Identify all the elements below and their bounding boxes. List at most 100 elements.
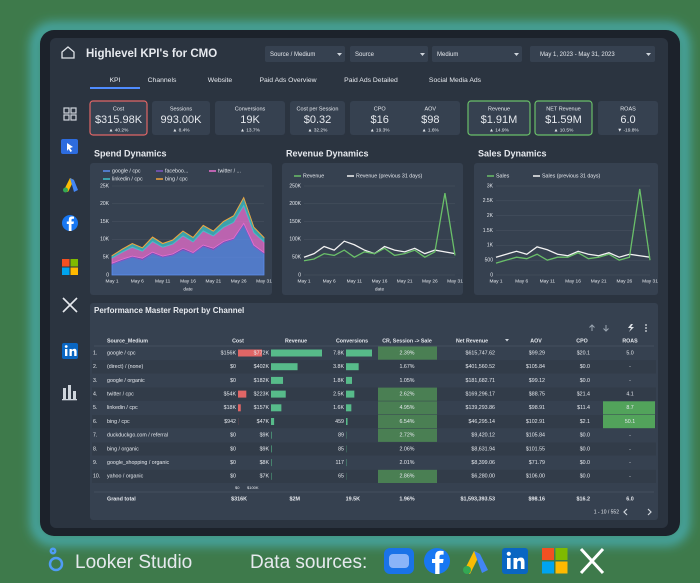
row-number: 6. — [93, 419, 97, 425]
line — [303, 240, 456, 258]
cell-bar — [346, 418, 348, 425]
facebook-icon[interactable] — [62, 215, 78, 231]
filter-box[interactable] — [350, 46, 428, 62]
footer — [48, 547, 605, 575]
filter-label: Source — [355, 52, 375, 58]
cell: $71.79 — [529, 460, 545, 466]
bar-chart-icon[interactable] — [62, 385, 77, 401]
source-medium: linkedin / cpc — [107, 405, 138, 411]
sort-up[interactable] — [589, 324, 595, 331]
grand-total-cell: $316K — [231, 496, 247, 502]
cell: $182K — [254, 378, 270, 384]
legend-label: Sales (previous 31 days) — [542, 173, 601, 179]
kpi-change: ▲ 13.7% — [240, 127, 260, 133]
column-header[interactable]: Net Revenue — [456, 338, 488, 344]
cell: 4.95% — [399, 405, 414, 411]
kpi-label: Sessions — [170, 106, 193, 112]
kpi-card — [152, 101, 210, 135]
menu-icon[interactable] — [645, 324, 647, 332]
x-tick-label: May 6 — [515, 278, 528, 284]
sort-down[interactable] — [603, 325, 609, 332]
column-header[interactable]: CPO — [576, 338, 587, 344]
y-tick-label: 15K — [100, 219, 110, 225]
filter-box[interactable] — [265, 46, 345, 62]
tab[interactable]: Paid Ads Detailed — [344, 77, 398, 84]
linkedin-icon[interactable] — [62, 343, 78, 359]
cell: $99.29 — [529, 350, 545, 356]
kpi-value: 19K — [240, 114, 260, 126]
y-tick-label: 2K — [487, 213, 494, 219]
grid-icon[interactable] — [63, 107, 77, 121]
column-header[interactable]: CR, Session -> Sale — [382, 338, 432, 344]
report-icon[interactable] — [61, 139, 78, 154]
date-box[interactable] — [530, 46, 655, 62]
table-toolbar — [589, 324, 647, 332]
home-icon[interactable] — [61, 46, 75, 59]
row-number: 7. — [93, 433, 97, 439]
cell: $615,747.62 — [466, 350, 496, 356]
cell: $47K — [257, 419, 270, 425]
tab[interactable]: Paid Ads Overview — [259, 77, 316, 84]
tab[interactable]: Channels — [148, 77, 177, 84]
cell: $942 — [224, 419, 236, 425]
cell: 459 — [335, 419, 344, 425]
source-icon-looker — [384, 548, 414, 574]
kpi-label: AOV — [424, 106, 436, 112]
tab[interactable]: Website — [208, 77, 233, 84]
y-tick-label: 500 — [485, 257, 494, 263]
y-tick-label: 5K — [103, 255, 110, 261]
cell: $0.0 — [580, 474, 590, 480]
pager-arrows[interactable] — [623, 508, 652, 516]
column-header[interactable]: Source_Medium — [107, 338, 148, 344]
column-header[interactable]: Conversions — [336, 338, 368, 344]
grand-total-cell: 1.96% — [399, 496, 414, 502]
kpi-label: CPO — [374, 106, 387, 112]
x-tick-label: May 21 — [591, 278, 607, 284]
bar-scale-label: $100K — [247, 485, 259, 490]
filter-box[interactable] — [432, 46, 522, 62]
column-header[interactable]: Revenue — [285, 338, 307, 344]
x-tick-label: May 26 — [231, 278, 247, 284]
cell-bar — [271, 363, 298, 371]
kpi-change: ▲ 19.3% — [370, 127, 390, 133]
kpi-value: $98 — [421, 114, 439, 126]
sort-caret — [505, 339, 509, 342]
row-number: 3. — [93, 378, 97, 384]
cell: $54K — [224, 392, 237, 398]
tab[interactable]: KPI — [110, 77, 121, 84]
x-tick-label: May 11 — [155, 278, 171, 284]
sidebar — [61, 107, 78, 401]
tab[interactable]: Social Media Ads — [429, 77, 482, 84]
cell: $0.0 — [580, 433, 590, 439]
y-tick-label: 0 — [298, 272, 301, 278]
x-tick-label: May 21 — [205, 278, 221, 284]
cell-highlight — [378, 469, 437, 483]
row-number: 5. — [93, 405, 97, 411]
column-header[interactable]: ROAS — [622, 338, 638, 344]
x-icon[interactable] — [62, 297, 78, 313]
google-ads-icon[interactable] — [63, 178, 78, 193]
cell-bar — [346, 404, 352, 412]
cell: $9K — [260, 433, 270, 439]
cell: $0 — [230, 364, 236, 370]
microsoft-icon[interactable] — [62, 259, 78, 275]
chart-title: Spend Dynamics — [94, 148, 167, 158]
kpi-value: $1.91M — [481, 114, 518, 126]
cell: $46,295.14 — [468, 419, 495, 425]
chart-title: Revenue Dynamics — [286, 148, 369, 158]
cell: $106.00 — [526, 474, 545, 480]
legend-label: twitter / ... — [218, 168, 241, 174]
x-tick-label: May 16 — [180, 278, 196, 284]
column-header[interactable]: Cost — [232, 338, 244, 344]
source-medium: bing / cpc — [107, 419, 130, 425]
line — [495, 246, 651, 258]
column-header[interactable]: AOV — [530, 338, 542, 344]
cell: 89 — [338, 433, 344, 439]
cell-highlight — [378, 415, 437, 429]
x-tick-label: May 26 — [422, 278, 438, 284]
y-tick-label: 0 — [106, 272, 109, 278]
y-tick-label: 100K — [289, 237, 301, 243]
bolt-icon[interactable] — [628, 324, 634, 332]
cell: $0.0 — [580, 378, 590, 384]
legend-label: Revenue — [303, 173, 324, 179]
